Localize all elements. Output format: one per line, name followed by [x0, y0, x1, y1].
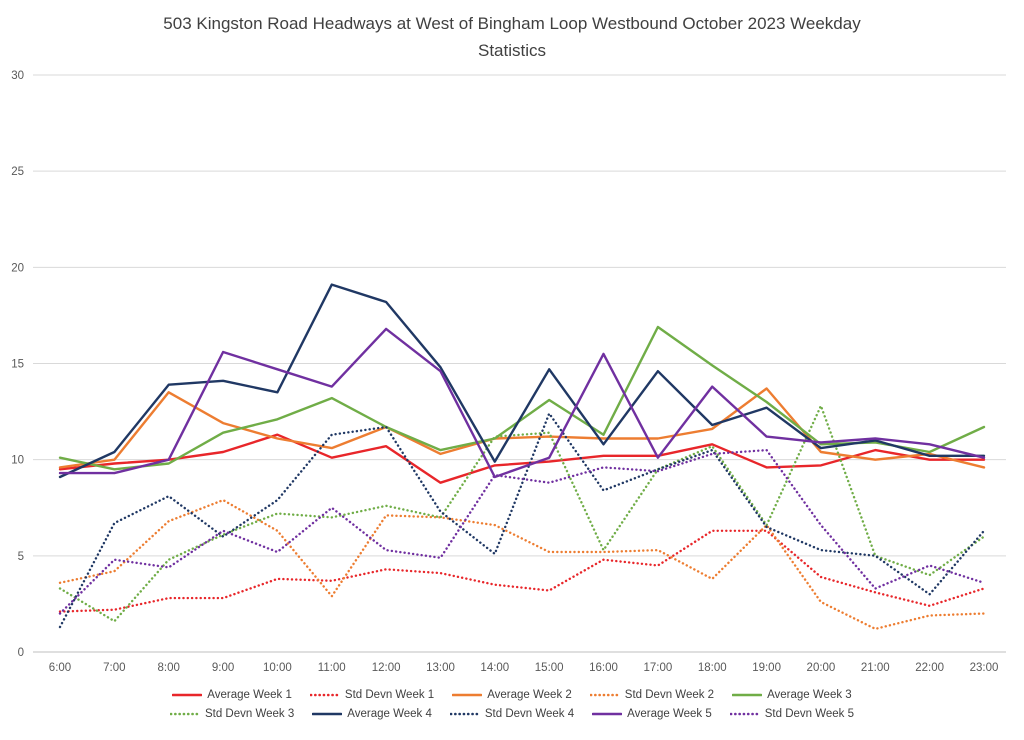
legend-label: Std Devn Week 2 — [624, 689, 715, 701]
legend-item-average-week-4: Average Week 4 — [312, 708, 432, 720]
x-axis-tick-label: 9:00 — [212, 662, 234, 674]
series-line-std-devn-week-4 — [58, 412, 986, 629]
series-line-std-devn-week-3 — [58, 404, 986, 623]
legend-swatch-icon — [592, 712, 623, 716]
y-axis-tick-label: 30 — [11, 70, 24, 82]
x-axis-tick-label: 23:00 — [970, 662, 999, 674]
x-axis-tick-label: 20:00 — [807, 662, 836, 674]
y-axis-tick-label: 0 — [18, 647, 24, 659]
y-axis-tick-label: 15 — [11, 359, 24, 371]
legend-label: Std Devn Week 4 — [484, 708, 575, 720]
legend-item-average-week-5: Average Week 5 — [592, 708, 712, 720]
legend-label: Average Week 4 — [347, 708, 432, 720]
legend-swatch-icon — [449, 712, 480, 716]
x-axis-tick-label: 6:00 — [49, 662, 71, 674]
legend-label: Std Devn Week 3 — [204, 708, 295, 720]
legend-swatch-icon — [452, 693, 483, 697]
y-axis-tick-label: 5 — [18, 551, 24, 563]
legend-label: Average Week 1 — [207, 689, 292, 701]
legend-item-std-devn-week-1: Std Devn Week 1 — [309, 689, 435, 701]
legend-swatch-icon — [729, 712, 760, 716]
x-axis-tick-label: 17:00 — [643, 662, 672, 674]
y-axis-tick-label: 20 — [11, 262, 24, 274]
series-line-average-week-2 — [58, 387, 986, 469]
y-axis-tick-label: 10 — [11, 455, 24, 467]
legend-item-average-week-1: Average Week 1 — [172, 689, 292, 701]
series-line-average-week-5 — [58, 327, 986, 479]
legend-swatch-icon — [589, 693, 620, 697]
x-axis-tick-label: 15:00 — [535, 662, 564, 674]
x-axis-tick-label: 16:00 — [589, 662, 618, 674]
series-line-average-week-3 — [58, 325, 986, 471]
x-axis-tick-label: 12:00 — [372, 662, 401, 674]
legend-label: Average Week 5 — [627, 708, 712, 720]
y-axis-tick-label: 25 — [11, 166, 24, 178]
chart-title-line2: Statistics — [477, 41, 547, 61]
series-line-average-week-4 — [58, 283, 986, 479]
chart-title-line1: 503 Kingston Road Headways at West of Bi… — [163, 14, 861, 33]
legend-item-std-devn-week-2: Std Devn Week 2 — [589, 689, 715, 701]
legend-item-std-devn-week-3: Std Devn Week 3 — [169, 708, 295, 720]
series-line-average-week-1 — [58, 433, 986, 484]
x-axis-tick-label: 19:00 — [752, 662, 781, 674]
legend-item-std-devn-week-4: Std Devn Week 4 — [449, 708, 575, 720]
legend-swatch-icon — [172, 693, 203, 697]
legend-row: Average Week 1 Std Devn Week 1 Average Wee… — [172, 689, 852, 701]
legend-swatch-icon — [169, 712, 200, 716]
legend: Average Week 1 Std Devn Week 1 Average Wee… — [0, 689, 1024, 720]
x-axis-tick-label: 18:00 — [698, 662, 727, 674]
x-axis-tick-label: 7:00 — [103, 662, 125, 674]
legend-item-average-week-2: Average Week 2 — [452, 689, 572, 701]
x-axis-tick-label: 21:00 — [861, 662, 890, 674]
legend-row: Std Devn Week 3 Average Week 4 Std Devn We… — [169, 708, 855, 720]
legend-swatch-icon — [312, 712, 343, 716]
legend-swatch-icon — [309, 693, 340, 697]
x-axis-tick-label: 22:00 — [915, 662, 944, 674]
legend-label: Std Devn Week 5 — [764, 708, 855, 720]
series-line-std-devn-week-2 — [58, 498, 986, 631]
legend-label: Average Week 2 — [487, 689, 572, 701]
legend-label: Std Devn Week 1 — [344, 689, 435, 701]
x-axis-tick-label: 11:00 — [318, 662, 346, 674]
legend-label: Average Week 3 — [767, 689, 852, 701]
legend-swatch-icon — [732, 693, 763, 697]
series-line-std-devn-week-1 — [58, 529, 986, 613]
series-line-std-devn-week-5 — [58, 448, 986, 615]
x-axis-tick-label: 13:00 — [426, 662, 455, 674]
x-axis-tick-label: 10:00 — [263, 662, 292, 674]
chart-title: 503 Kingston Road Headways at West of Bi… — [0, 10, 1024, 64]
legend-item-std-devn-week-5: Std Devn Week 5 — [729, 708, 855, 720]
x-axis-tick-label: 14:00 — [480, 662, 509, 674]
x-axis-tick-label: 8:00 — [158, 662, 180, 674]
legend-item-average-week-3: Average Week 3 — [732, 689, 852, 701]
